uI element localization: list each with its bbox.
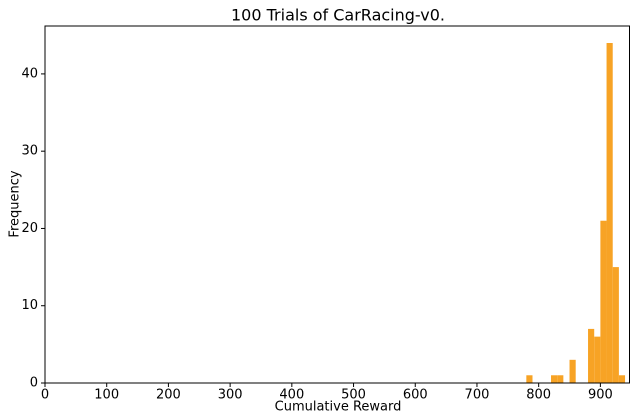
bar [588, 328, 595, 383]
x-tick-label: 100 [94, 388, 119, 403]
bar [526, 375, 533, 383]
x-tick-label: 600 [403, 388, 428, 403]
x-tick-label: 400 [279, 388, 304, 403]
bar [606, 43, 613, 383]
y-tick-label: 40 [21, 66, 38, 81]
bar [569, 359, 576, 383]
x-tick-label: 500 [341, 388, 366, 403]
bar [618, 375, 626, 383]
x-tick-label: 300 [218, 388, 243, 403]
x-tick-label: 700 [465, 388, 490, 403]
y-tick-label: 0 [30, 376, 38, 391]
x-axis-label: Cumulative Reward [275, 400, 402, 415]
bar [600, 220, 607, 383]
y-tick-label: 10 [21, 298, 38, 313]
y-axis-label: Frequency [8, 170, 23, 237]
bar [557, 375, 564, 383]
bar [594, 336, 601, 383]
x-tick-label: 0 [41, 388, 49, 403]
bar [612, 267, 619, 383]
bar [551, 375, 558, 383]
y-tick-label: 30 [21, 144, 38, 159]
chart-title: 100 Trials of CarRacing-v0. [231, 6, 445, 25]
x-tick-label: 900 [588, 388, 613, 403]
y-tick-label: 20 [21, 221, 38, 236]
x-tick-label: 200 [156, 388, 181, 403]
x-tick-label: 800 [526, 388, 551, 403]
plot-frame [44, 25, 630, 384]
